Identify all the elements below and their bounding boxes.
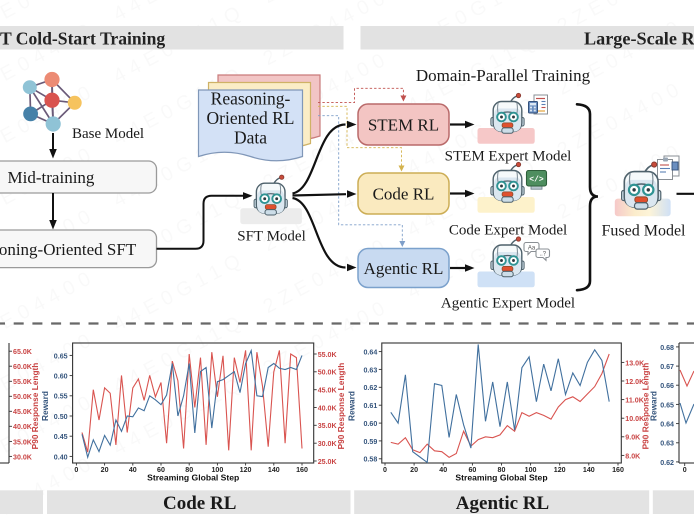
svg-text:160: 160 xyxy=(612,466,624,474)
svg-text:Large-Scale RL Training: Large-Scale RL Training xyxy=(584,29,694,49)
svg-text:Data: Data xyxy=(234,128,267,148)
svg-text:0.67: 0.67 xyxy=(660,363,674,371)
svg-text:0.50: 0.50 xyxy=(54,413,68,421)
svg-text:Reasoning-: Reasoning- xyxy=(211,89,291,109)
svg-text:0.59: 0.59 xyxy=(363,438,377,446)
svg-text:0.45: 0.45 xyxy=(54,433,68,441)
svg-text:0.60: 0.60 xyxy=(363,420,377,428)
svg-text:40: 40 xyxy=(439,466,447,474)
svg-text:45.0K: 45.0K xyxy=(318,387,338,395)
svg-text:35.0K: 35.0K xyxy=(318,422,338,430)
svg-text:40.0K: 40.0K xyxy=(318,404,338,412)
svg-text:0.63: 0.63 xyxy=(363,366,377,374)
svg-text:140: 140 xyxy=(268,466,280,474)
svg-text:30.0K: 30.0K xyxy=(318,440,338,448)
svg-text:140: 140 xyxy=(583,466,595,474)
svg-text:Agentic RL: Agentic RL xyxy=(456,493,549,514)
svg-text:</>: </> xyxy=(529,176,544,185)
svg-text:0.64: 0.64 xyxy=(660,421,674,429)
svg-text:Code RL: Code RL xyxy=(373,184,435,203)
svg-text:Reasoning-Oriented SFT: Reasoning-Oriented SFT xyxy=(0,240,137,259)
svg-text:Aa: Aa xyxy=(528,246,536,252)
svg-text:40.0K: 40.0K xyxy=(13,423,33,431)
svg-text:0.63: 0.63 xyxy=(660,440,674,448)
svg-text:Code RL: Code RL xyxy=(163,493,236,514)
svg-text:0.62: 0.62 xyxy=(660,459,674,467)
svg-text:0.68: 0.68 xyxy=(660,344,674,352)
svg-text:100: 100 xyxy=(211,466,223,474)
svg-text:35.0K: 35.0K xyxy=(13,438,33,446)
svg-text:STEM Expert Model: STEM Expert Model xyxy=(445,149,572,165)
svg-text:0.55: 0.55 xyxy=(54,393,68,401)
svg-text:0.60: 0.60 xyxy=(54,373,68,381)
svg-text:55.0K: 55.0K xyxy=(13,378,33,386)
svg-text:25.0K: 25.0K xyxy=(318,458,338,466)
svg-text:100: 100 xyxy=(525,466,537,474)
svg-text:0.64: 0.64 xyxy=(363,349,377,357)
svg-text:P90 Response Length: P90 Response Length xyxy=(30,363,40,450)
svg-text:0.65: 0.65 xyxy=(660,401,674,409)
svg-text:Streaming Global Step: Streaming Global Step xyxy=(147,473,239,483)
svg-text:Domain-Parallel Training: Domain-Parallel Training xyxy=(416,66,591,85)
svg-text:40: 40 xyxy=(129,466,137,474)
svg-text:..?: ..? xyxy=(539,252,546,258)
svg-text:Reward: Reward xyxy=(649,391,659,421)
svg-text:120: 120 xyxy=(554,466,566,474)
svg-text:Reward: Reward xyxy=(346,391,356,421)
svg-text:Reward: Reward xyxy=(40,391,50,421)
svg-text:50.0K: 50.0K xyxy=(13,393,33,401)
svg-text:0.61: 0.61 xyxy=(363,402,377,410)
svg-text:120: 120 xyxy=(240,466,252,474)
svg-text:65.0K: 65.0K xyxy=(13,348,33,356)
svg-text:11.0K: 11.0K xyxy=(625,397,644,405)
svg-text:13.0K: 13.0K xyxy=(625,359,645,367)
svg-text:9.0K: 9.0K xyxy=(625,434,641,442)
svg-text:45.0K: 45.0K xyxy=(13,408,33,416)
svg-text:50.0K: 50.0K xyxy=(318,369,338,377)
svg-text:0: 0 xyxy=(74,466,78,474)
svg-text:P90 Response Length: P90 Response Length xyxy=(640,363,650,450)
svg-text:60.0K: 60.0K xyxy=(13,363,33,371)
svg-text:0: 0 xyxy=(383,466,387,474)
svg-text:12.0K: 12.0K xyxy=(625,378,645,386)
svg-text:0.58: 0.58 xyxy=(363,456,377,464)
svg-text:Code Expert Model: Code Expert Model xyxy=(449,223,567,239)
svg-text:SFT Model: SFT Model xyxy=(237,229,306,245)
svg-text:0.62: 0.62 xyxy=(363,384,377,392)
svg-text:Streaming Global Step: Streaming Global Step xyxy=(455,473,547,483)
svg-text:0.66: 0.66 xyxy=(660,382,674,390)
svg-text:0.40: 0.40 xyxy=(54,453,68,461)
svg-text:Mid-training: Mid-training xyxy=(8,168,95,187)
svg-text:P90 Response Length: P90 Response Length xyxy=(336,363,346,450)
svg-text:20: 20 xyxy=(101,466,109,474)
svg-text:8.0K: 8.0K xyxy=(625,452,641,460)
svg-text:0.65: 0.65 xyxy=(54,352,68,360)
svg-text:Oriented RL: Oriented RL xyxy=(207,108,295,128)
svg-text:Agentic RL: Agentic RL xyxy=(364,259,444,278)
svg-text:SFT Cold-Start Training: SFT Cold-Start Training xyxy=(0,29,165,49)
svg-text:60: 60 xyxy=(157,466,165,474)
svg-text:10.0K: 10.0K xyxy=(625,415,645,423)
svg-text:80: 80 xyxy=(498,466,506,474)
svg-text:Fused Model: Fused Model xyxy=(602,223,687,240)
svg-text:20: 20 xyxy=(410,466,418,474)
svg-text:60: 60 xyxy=(468,466,476,474)
svg-text:0: 0 xyxy=(683,466,687,474)
svg-text:30.0K: 30.0K xyxy=(13,453,33,461)
svg-text:55.0K: 55.0K xyxy=(318,351,338,359)
svg-text:Agentic Expert Model: Agentic Expert Model xyxy=(441,296,575,312)
svg-text:80: 80 xyxy=(185,466,193,474)
svg-text:Base Model: Base Model xyxy=(72,126,144,142)
svg-text:STEM RL: STEM RL xyxy=(368,115,439,134)
svg-text:160: 160 xyxy=(296,466,308,474)
